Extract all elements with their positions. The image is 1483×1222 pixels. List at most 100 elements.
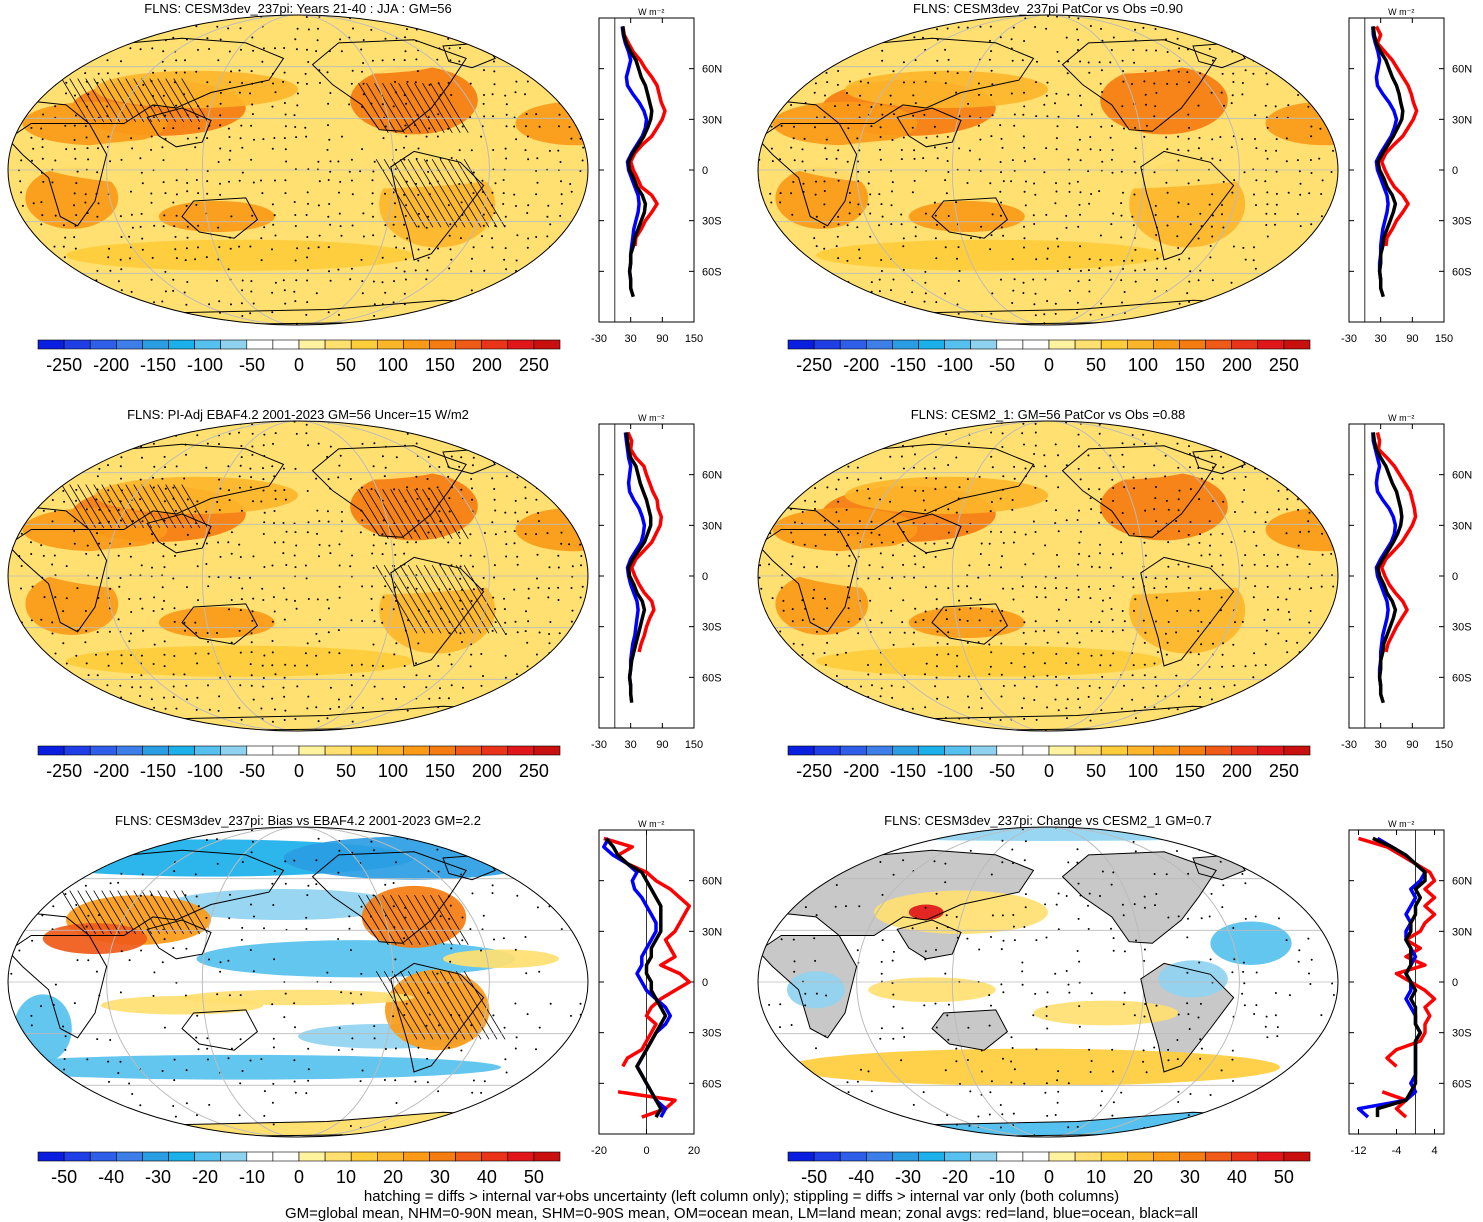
colorbar-swatch (996, 1151, 1024, 1162)
stipple-dot (350, 684, 353, 687)
stipple-dot (492, 115, 494, 118)
stipple-dot (537, 586, 540, 589)
colorbar-tick-label: 100 (1128, 761, 1158, 781)
stipple-dot (979, 598, 982, 601)
hatch-line (61, 890, 89, 935)
stipple-dot (172, 486, 175, 489)
panel-title: FLNS: CESM3dev_237pi: Years 21-40 : JJA … (144, 1, 451, 16)
hatch-line (85, 890, 113, 935)
stipple-dot (327, 520, 330, 523)
stipple-dot (1155, 424, 1158, 426)
stipple-dot (76, 587, 79, 590)
stipple-dot (1088, 555, 1091, 558)
stipple-dot (9, 729, 12, 731)
stipple-dot (206, 37, 209, 40)
stipple-dot (152, 610, 155, 612)
stipple-dot (914, 59, 917, 62)
stipple-dot (1055, 684, 1058, 687)
stipple-dot (1307, 520, 1310, 523)
stipple-dot (1021, 59, 1024, 62)
stipple-dot (32, 16, 35, 19)
stipple-dot (40, 1123, 43, 1126)
stipple-dot (393, 488, 396, 491)
profile-frame (598, 17, 695, 323)
colorbar-swatch (63, 1151, 91, 1162)
stipple-dot (1166, 641, 1169, 644)
stipple-dot (373, 685, 376, 688)
stipple-dot (274, 673, 277, 676)
stipple-dot (315, 632, 318, 635)
stipple-dot (858, 248, 861, 251)
stipple-dot (250, 903, 252, 906)
stipple-dot (857, 16, 860, 19)
stipple-dot (219, 114, 222, 117)
stipple-dot (219, 970, 222, 973)
stipple-dot (780, 938, 783, 941)
stipple-dot (119, 684, 122, 687)
stipple-dot (260, 1058, 263, 1061)
stipple-dot (229, 576, 232, 578)
field-patch (1265, 101, 1338, 146)
stipple-dot (293, 1059, 296, 1062)
stipple-dot (1109, 566, 1112, 569)
stipple-dot (1254, 511, 1257, 514)
stipple-dot (889, 455, 892, 458)
stipple-dot (1211, 500, 1214, 503)
stipple-dot (760, 1092, 763, 1095)
stipple-dot (305, 16, 308, 18)
stipple-dot (847, 1091, 850, 1094)
stipple-dot (1266, 126, 1269, 129)
stipple-dot (771, 248, 773, 251)
stipple-dot (384, 192, 386, 195)
stipple-dot (771, 903, 774, 905)
stipple-dot (779, 201, 782, 204)
stipple-dot (417, 212, 420, 215)
stipple-dot (164, 487, 167, 490)
profile-unit-label: W m⁻² (638, 7, 664, 17)
stipple-dot (947, 587, 950, 590)
stipple-dot (902, 136, 905, 139)
stipple-dot (1076, 28, 1079, 31)
stipple-dot (846, 259, 849, 262)
stipple-dot (1090, 629, 1093, 632)
colorbar-tick-label: -200 (843, 761, 879, 781)
stipple-dot (1135, 939, 1137, 942)
stipple-dot (580, 520, 583, 523)
stipple-dot (372, 215, 374, 218)
stipple-dot (1232, 81, 1235, 83)
stipple-dot (21, 71, 24, 74)
stipple-dot (172, 947, 175, 950)
stipple-dot (426, 269, 429, 272)
stipple-dot (74, 840, 77, 843)
graticule-lon (106, 15, 490, 325)
stipple-dot (1198, 541, 1201, 544)
stipple-dot (18, 685, 21, 688)
stipple-dot (351, 193, 354, 196)
stipple-dot (217, 161, 220, 163)
stipple-dot (1221, 906, 1224, 909)
stipple-dot (483, 1080, 486, 1083)
stipple-dot (305, 214, 308, 216)
stipple-dot (758, 192, 760, 195)
stipple-dot (271, 248, 273, 251)
profile-ytick-label: 60N (1452, 64, 1472, 76)
stipple-dot (42, 423, 45, 425)
stipple-dot (53, 25, 55, 28)
stipple-dot (955, 91, 958, 94)
stipple-dot (318, 618, 321, 621)
stipple-dot (792, 137, 795, 140)
stipple-dot (879, 28, 882, 31)
stipple-dot (469, 432, 472, 435)
stipple-dot (1176, 1058, 1179, 1061)
stipple-dot (162, 225, 165, 228)
stipple-dot (572, 47, 574, 50)
stipple-dot (250, 684, 253, 687)
stipple-dot (1277, 696, 1280, 699)
stipple-dot (991, 292, 994, 295)
stipple-dot (527, 26, 529, 29)
stipple-dot (1211, 235, 1214, 238)
colorbar-tick-label: 50 (1274, 1167, 1294, 1187)
stipple-dot (173, 730, 176, 731)
stipple-dot (1253, 246, 1255, 249)
stipple-dot (1230, 146, 1233, 149)
